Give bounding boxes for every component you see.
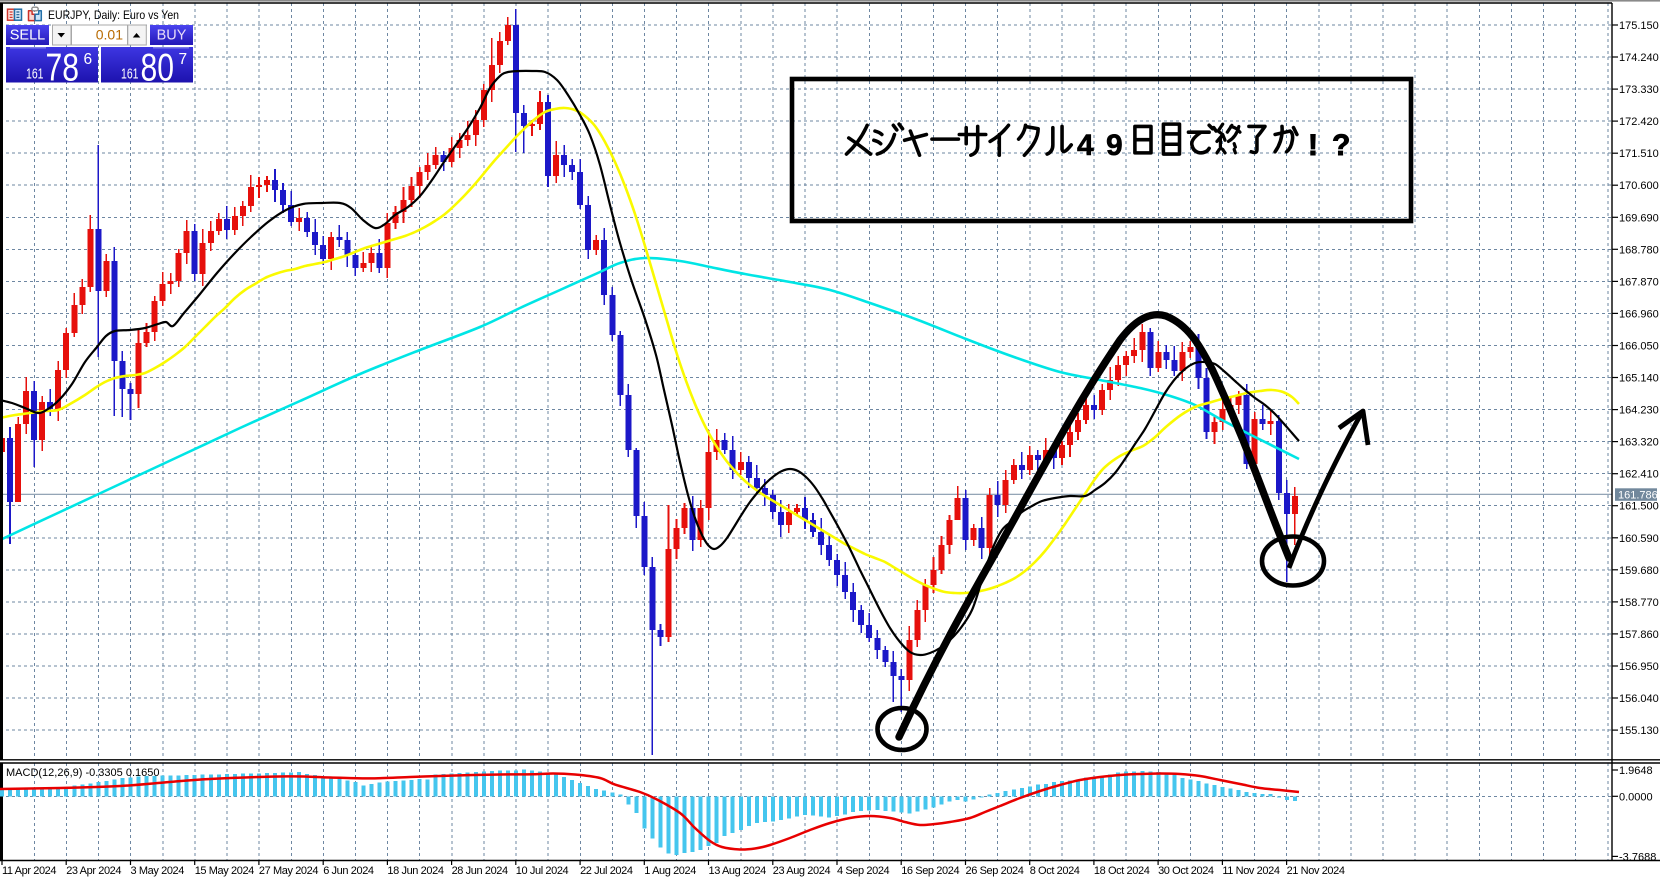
svg-text:155.130: 155.130 (1619, 725, 1659, 737)
svg-text:159.680: 159.680 (1619, 565, 1659, 577)
svg-text:0.01: 0.01 (96, 27, 123, 43)
svg-text:161.786: 161.786 (1618, 490, 1658, 502)
svg-text:15 May 2024: 15 May 2024 (195, 865, 254, 877)
svg-text:EURJPY, Daily: Euro vs Yen: EURJPY, Daily: Euro vs Yen (48, 8, 179, 22)
svg-text:23 Aug 2024: 23 Aug 2024 (773, 865, 831, 877)
svg-text:156.950: 156.950 (1619, 661, 1659, 673)
svg-text:4 Sep 2024: 4 Sep 2024 (837, 865, 890, 877)
svg-text:171.510: 171.510 (1619, 148, 1659, 160)
svg-text:175.150: 175.150 (1619, 20, 1659, 32)
svg-text:1.9648: 1.9648 (1619, 765, 1653, 777)
svg-text:MACD(12,26,9) -0.3305 0.1650: MACD(12,26,9) -0.3305 0.1650 (6, 767, 159, 779)
svg-text:80: 80 (141, 47, 175, 90)
svg-text:SELL: SELL (10, 28, 45, 44)
svg-text:169.690: 169.690 (1619, 212, 1659, 224)
svg-text:9: 9 (1106, 129, 1123, 162)
svg-text:174.240: 174.240 (1619, 52, 1659, 64)
svg-text:163.320: 163.320 (1619, 437, 1659, 449)
svg-text:165.140: 165.140 (1619, 373, 1659, 385)
svg-text:16 Sep 2024: 16 Sep 2024 (901, 865, 959, 877)
svg-text:172.420: 172.420 (1619, 116, 1659, 128)
svg-text:?: ? (1332, 129, 1350, 162)
svg-text:6: 6 (84, 51, 93, 68)
svg-text:11 Apr 2024: 11 Apr 2024 (2, 865, 56, 877)
svg-text:23 Apr 2024: 23 Apr 2024 (66, 865, 121, 877)
svg-text:78: 78 (46, 47, 80, 90)
svg-text:157.860: 157.860 (1619, 629, 1659, 641)
svg-text:11 Nov 2024: 11 Nov 2024 (1222, 865, 1279, 877)
svg-text:21 Nov 2024: 21 Nov 2024 (1287, 865, 1345, 877)
svg-text:22 Jul 2024: 22 Jul 2024 (580, 865, 633, 877)
svg-text:-3.7688: -3.7688 (1619, 851, 1656, 863)
svg-text:28 Jun 2024: 28 Jun 2024 (452, 865, 508, 877)
svg-text:167.870: 167.870 (1619, 276, 1659, 288)
svg-text:26 Sep 2024: 26 Sep 2024 (966, 865, 1024, 877)
svg-text:6 Jun 2024: 6 Jun 2024 (323, 865, 374, 877)
svg-text:161.500: 161.500 (1619, 501, 1659, 513)
svg-text:18 Jun 2024: 18 Jun 2024 (387, 865, 443, 877)
svg-text:!: ! (1308, 129, 1318, 162)
svg-text:7: 7 (179, 51, 188, 68)
svg-text:BUY: BUY (157, 28, 187, 44)
svg-text:13 Aug 2024: 13 Aug 2024 (709, 865, 767, 877)
svg-text:1 Aug 2024: 1 Aug 2024 (644, 865, 696, 877)
svg-text:173.330: 173.330 (1619, 84, 1659, 96)
svg-text:8 Oct 2024: 8 Oct 2024 (1030, 865, 1080, 877)
svg-text:156.040: 156.040 (1619, 693, 1659, 705)
svg-text:161: 161 (121, 67, 139, 83)
svg-text:168.780: 168.780 (1619, 244, 1659, 256)
svg-text:166.960: 166.960 (1619, 308, 1659, 320)
svg-text:3 May 2024: 3 May 2024 (131, 865, 185, 877)
svg-text:0.0000: 0.0000 (1619, 791, 1653, 803)
svg-text:161: 161 (26, 67, 44, 83)
svg-text:18 Oct 2024: 18 Oct 2024 (1094, 865, 1150, 877)
svg-text:170.600: 170.600 (1619, 180, 1659, 192)
svg-text:27 May 2024: 27 May 2024 (259, 865, 318, 877)
svg-text:30 Oct 2024: 30 Oct 2024 (1158, 865, 1214, 877)
svg-text:158.770: 158.770 (1619, 597, 1659, 609)
svg-text:4: 4 (1077, 129, 1094, 162)
svg-text:160.590: 160.590 (1619, 533, 1659, 545)
svg-text:162.410: 162.410 (1619, 469, 1659, 481)
svg-text:166.050: 166.050 (1619, 341, 1659, 353)
svg-text:10 Jul 2024: 10 Jul 2024 (516, 865, 569, 877)
svg-text:164.230: 164.230 (1619, 405, 1659, 417)
